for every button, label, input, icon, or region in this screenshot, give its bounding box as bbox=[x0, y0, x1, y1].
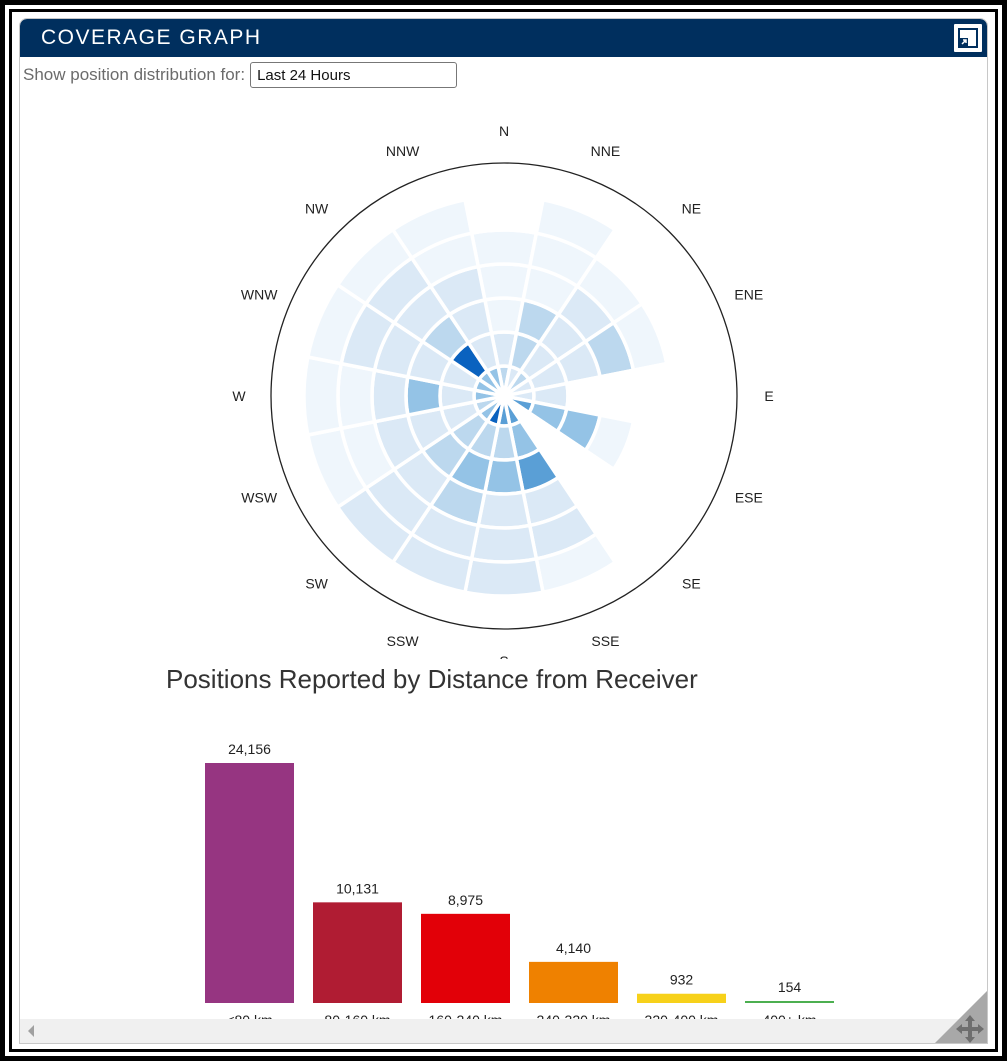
bar-chart-title: Positions Reported by Distance from Rece… bbox=[166, 664, 698, 694]
direction-label-s: S bbox=[499, 653, 508, 659]
bar-value-label-1: 24,156 bbox=[228, 741, 271, 757]
bar-1 bbox=[205, 763, 294, 1003]
move-icon bbox=[956, 1015, 984, 1043]
bar-value-label-6: 154 bbox=[778, 979, 802, 995]
distance-bar-chart: 24,156 <80 km 10,131 80-160 km 8,975 160-240 … bbox=[205, 741, 834, 1019]
direction-label-sse: SSE bbox=[591, 633, 619, 649]
coverage-polar-chart: N NNE NE ENE E ESE SE SSE S SSW SW WSW W WNW NW NNW bbox=[232, 123, 773, 659]
coverage-cell-s-4 bbox=[476, 490, 532, 530]
direction-label-n: N bbox=[499, 123, 509, 139]
bar-6 bbox=[745, 1001, 834, 1003]
bar-category-label-4: 240-320 km bbox=[537, 1012, 611, 1019]
coverage-cell-e-5 bbox=[631, 361, 672, 431]
bar-3 bbox=[421, 913, 510, 1003]
coverage-cell-w-6 bbox=[302, 354, 344, 438]
inner-border bbox=[9, 9, 998, 1052]
bar-value-label-2: 10,131 bbox=[336, 880, 379, 896]
coverage-cell-s-5 bbox=[469, 523, 539, 564]
bar-2 bbox=[313, 902, 402, 1003]
bar-value-label-5: 932 bbox=[670, 972, 694, 988]
time-range-select[interactable] bbox=[250, 62, 458, 88]
direction-label-ssw: SSW bbox=[387, 633, 420, 649]
coverage-cell-w-4 bbox=[370, 368, 410, 424]
distribution-selector-row: Show position distribution for: bbox=[23, 62, 458, 88]
direction-label-se: SE bbox=[682, 575, 701, 591]
move-handle[interactable] bbox=[935, 991, 987, 1043]
direction-label-wsw: WSW bbox=[241, 489, 278, 505]
coverage-cell-e-4 bbox=[598, 368, 638, 424]
bar-category-label-1: <80 km bbox=[226, 1012, 272, 1019]
coverage-cell-n-6 bbox=[462, 194, 546, 236]
selector-label: Show position distribution for: bbox=[23, 65, 246, 84]
direction-label-nw: NW bbox=[305, 201, 329, 217]
expand-button[interactable] bbox=[952, 22, 984, 54]
direction-label-sw: SW bbox=[305, 575, 328, 591]
radar-outer-circle bbox=[270, 162, 738, 630]
coverage-cell-nnw-6 bbox=[390, 197, 474, 261]
direction-label-w: W bbox=[232, 388, 246, 404]
coverage-cell-e-6 bbox=[664, 354, 706, 438]
direction-label-wnw: WNW bbox=[241, 287, 278, 303]
bar-value-label-4: 4,140 bbox=[556, 940, 591, 956]
direction-label-ene: ENE bbox=[734, 287, 763, 303]
coverage-cell-w-5 bbox=[336, 361, 377, 431]
direction-label-nne: NNE bbox=[591, 143, 621, 159]
coverage-cell-n-4 bbox=[476, 262, 532, 302]
bar-4 bbox=[529, 961, 618, 1003]
direction-label-ese: ESE bbox=[735, 489, 763, 505]
bar-category-label-2: 80-160 km bbox=[324, 1012, 390, 1019]
direction-label-ne: NE bbox=[682, 201, 701, 217]
bar-category-label-3: 160-240 km bbox=[429, 1012, 503, 1019]
bar-category-label-5: 320-400 km bbox=[645, 1012, 719, 1019]
widget-title: COVERAGE GRAPH bbox=[41, 26, 262, 49]
horizontal-scrollbar[interactable] bbox=[20, 1019, 987, 1043]
direction-label-nnw: NNW bbox=[386, 143, 420, 159]
expand-icon bbox=[958, 28, 978, 48]
scroll-left-icon[interactable] bbox=[28, 1025, 34, 1037]
bar-value-label-3: 8,975 bbox=[448, 892, 483, 908]
widget-titlebar: COVERAGE GRAPH bbox=[20, 19, 987, 57]
coverage-cell-s-6 bbox=[462, 556, 546, 598]
coverage-cell-n-5 bbox=[469, 228, 539, 269]
bar-category-label-6: 400+ km bbox=[762, 1012, 816, 1019]
direction-label-e: E bbox=[764, 388, 773, 404]
coverage-graph-widget: COVERAGE GRAPH Show position distributio… bbox=[19, 18, 988, 1044]
bar-5 bbox=[637, 993, 726, 1003]
